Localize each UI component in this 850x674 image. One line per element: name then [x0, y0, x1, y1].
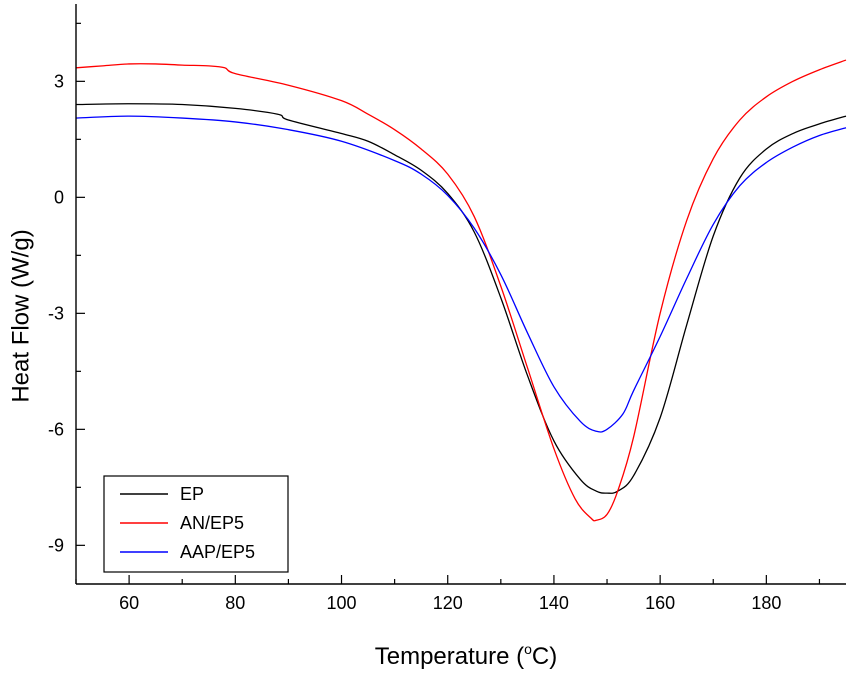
series-line-0 [75, 103, 847, 494]
x-tick-label: 60 [119, 593, 139, 613]
x-tick-label: 100 [326, 593, 356, 613]
legend-label-2: AAP/EP5 [180, 542, 255, 562]
ticks-layer: 60 80 100 120 140 160 180 3 0 -3 -6 -9 [48, 22, 821, 613]
x-tick-label: 180 [751, 593, 781, 613]
y-tick-label: -9 [48, 535, 64, 555]
y-tick-label: -6 [48, 419, 64, 439]
x-axis-title-main: Temperature ( [375, 643, 524, 670]
x-axis-title: Temperature (oC) [375, 641, 558, 670]
x-axis-title-unit: C) [532, 643, 557, 670]
series-line-1 [75, 59, 847, 522]
legend-box [103, 475, 289, 573]
legend-label-1: AN/EP5 [180, 513, 244, 533]
x-tick-label: 80 [225, 593, 245, 613]
y-tick-label: -3 [48, 303, 64, 323]
x-tick-label: 120 [433, 593, 463, 613]
y-tick-label: 0 [54, 187, 64, 207]
series-line-2 [75, 115, 847, 433]
legend-label-0: EP [180, 484, 204, 504]
x-tick-label: 140 [539, 593, 569, 613]
series-layer [75, 59, 847, 522]
y-tick-label: 3 [54, 71, 64, 91]
x-tick-label: 160 [645, 593, 675, 613]
y-axis-title: Heat Flow (W/g) [7, 229, 34, 402]
legend: EP AN/EP5 AAP/EP5 [103, 475, 289, 573]
x-axis-title-superscript: o [524, 641, 532, 657]
